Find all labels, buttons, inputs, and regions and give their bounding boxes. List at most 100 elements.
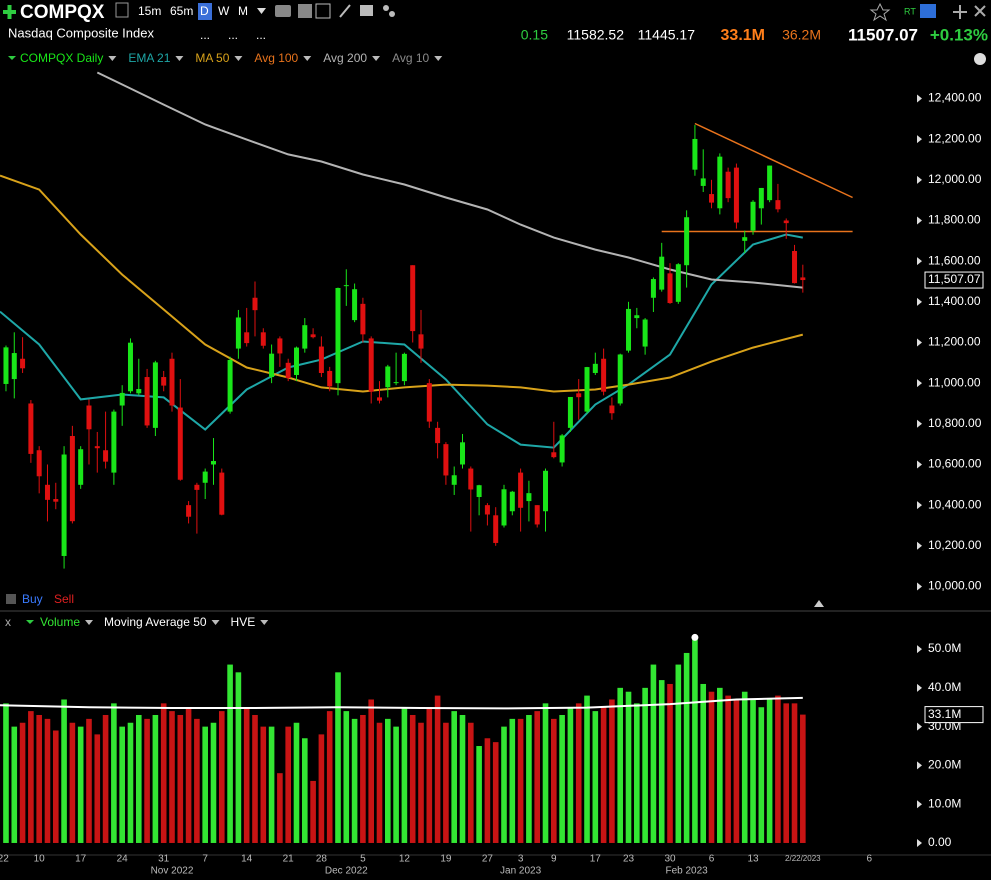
scroll-marker[interactable] xyxy=(814,600,824,607)
moving-average-line xyxy=(0,696,803,710)
tool-icon[interactable] xyxy=(360,5,373,16)
y-tick-label: 11,400.00 xyxy=(928,294,981,308)
candle-body xyxy=(518,472,524,508)
x-tick-label: 23 xyxy=(623,854,635,865)
interval[interactable]: D xyxy=(200,4,209,18)
legend-icon[interactable] xyxy=(8,56,16,60)
tool-icon[interactable] xyxy=(383,5,389,11)
close-pane[interactable]: x xyxy=(5,615,11,629)
candle-body xyxy=(501,489,507,526)
x-tick-label: 24 xyxy=(117,854,129,865)
volume-bar xyxy=(210,722,217,843)
y-tick xyxy=(917,838,922,847)
volume-bar xyxy=(534,711,541,843)
y-tick-label: 11,200.00 xyxy=(928,335,981,349)
candle-body xyxy=(69,436,75,522)
interval[interactable]: 65m xyxy=(170,4,193,18)
candle-body xyxy=(285,362,291,379)
candle-body xyxy=(194,484,200,490)
close-icon[interactable] xyxy=(974,5,986,17)
settings-icon[interactable] xyxy=(974,53,986,65)
volume-bar xyxy=(119,726,125,843)
candle-body xyxy=(161,377,167,386)
x-tick-label: 14 xyxy=(241,854,253,865)
candle-body xyxy=(493,515,499,543)
symbol[interactable]: COMPQX xyxy=(20,2,105,23)
tool-icon[interactable] xyxy=(315,3,331,19)
add-icon[interactable] xyxy=(3,5,16,19)
candle-body xyxy=(667,273,673,304)
quote-avg-volume: 36.2M xyxy=(782,27,821,43)
candle-body xyxy=(227,359,233,412)
legend-entry[interactable]: HVE xyxy=(231,615,256,629)
volume-bar xyxy=(376,722,383,843)
x-tick-label: 31 xyxy=(158,854,170,865)
tool-icon[interactable] xyxy=(298,4,312,18)
candle-body xyxy=(335,287,341,384)
dropdown[interactable] xyxy=(257,8,266,14)
candle-body xyxy=(800,277,806,281)
candle-body xyxy=(86,405,92,430)
candle-body xyxy=(235,317,241,349)
legend-icon[interactable] xyxy=(26,620,34,624)
volume-bar xyxy=(559,714,565,843)
volume-bar xyxy=(36,714,42,843)
volume-bar xyxy=(293,722,300,843)
interval[interactable]: W xyxy=(218,4,230,18)
tool-icon[interactable] xyxy=(275,5,291,17)
volume-bar xyxy=(667,683,673,843)
volume-bar xyxy=(44,718,51,843)
volume-bar xyxy=(19,722,26,843)
candle-body xyxy=(310,334,316,338)
tool-icon[interactable] xyxy=(339,4,351,18)
legend-entry[interactable]: Volume xyxy=(40,615,80,629)
x-tick-label: 9 xyxy=(551,854,557,865)
legend-entry[interactable]: Moving Average 50 xyxy=(104,615,207,629)
candle-body xyxy=(767,165,773,201)
s-icon[interactable] xyxy=(920,4,936,18)
favorite-icon[interactable] xyxy=(869,2,891,22)
move-icon[interactable] xyxy=(953,5,967,19)
candle-body xyxy=(758,187,764,209)
candle-body xyxy=(269,353,275,378)
y-tick-label: 10,200.00 xyxy=(928,538,982,552)
volume-bar xyxy=(551,718,557,843)
volume-bar xyxy=(235,672,242,843)
candle-body xyxy=(576,393,582,398)
rt-icon[interactable]: RT xyxy=(904,6,916,16)
legend-entry[interactable]: MA 50 xyxy=(195,51,229,65)
y-tick-label: 10.0M xyxy=(928,796,961,810)
interval[interactable]: M xyxy=(238,4,248,18)
dropdown xyxy=(434,56,443,61)
quote-last: 11507.07 xyxy=(848,25,918,44)
buy-button[interactable]: Buy xyxy=(22,592,43,606)
sell-button[interactable]: Sell xyxy=(54,592,74,606)
x-tick-label: 12 xyxy=(399,854,411,865)
placeholder: ... xyxy=(228,28,238,42)
candle-body xyxy=(584,367,590,412)
candle-body xyxy=(601,358,607,392)
interval[interactable]: 15m xyxy=(138,4,161,18)
x-tick-label: 6 xyxy=(709,854,715,865)
volume-bar xyxy=(318,734,325,843)
legend-entry[interactable]: Avg 200 xyxy=(323,51,367,65)
tool-icon[interactable] xyxy=(389,11,395,17)
trade-icon[interactable] xyxy=(6,594,16,604)
volume-bar xyxy=(368,699,374,843)
legend-entry[interactable]: COMPQX Daily xyxy=(20,51,103,65)
legend-entry[interactable]: EMA 21 xyxy=(128,51,170,65)
quote-low: 11445.17 xyxy=(638,27,696,43)
menu-icon[interactable] xyxy=(115,2,129,18)
dropdown xyxy=(303,56,312,61)
candle-body xyxy=(28,403,34,454)
volume-bar xyxy=(401,707,408,843)
y-tick xyxy=(917,645,922,654)
candle-body xyxy=(302,325,308,349)
legend-entry[interactable]: Avg 100 xyxy=(254,51,298,65)
quote-high: 11582.52 xyxy=(567,27,625,43)
candle-body xyxy=(3,347,9,384)
candle-body xyxy=(219,472,225,515)
volume-bar xyxy=(393,726,399,843)
legend-entry[interactable]: Avg 10 xyxy=(392,51,429,65)
